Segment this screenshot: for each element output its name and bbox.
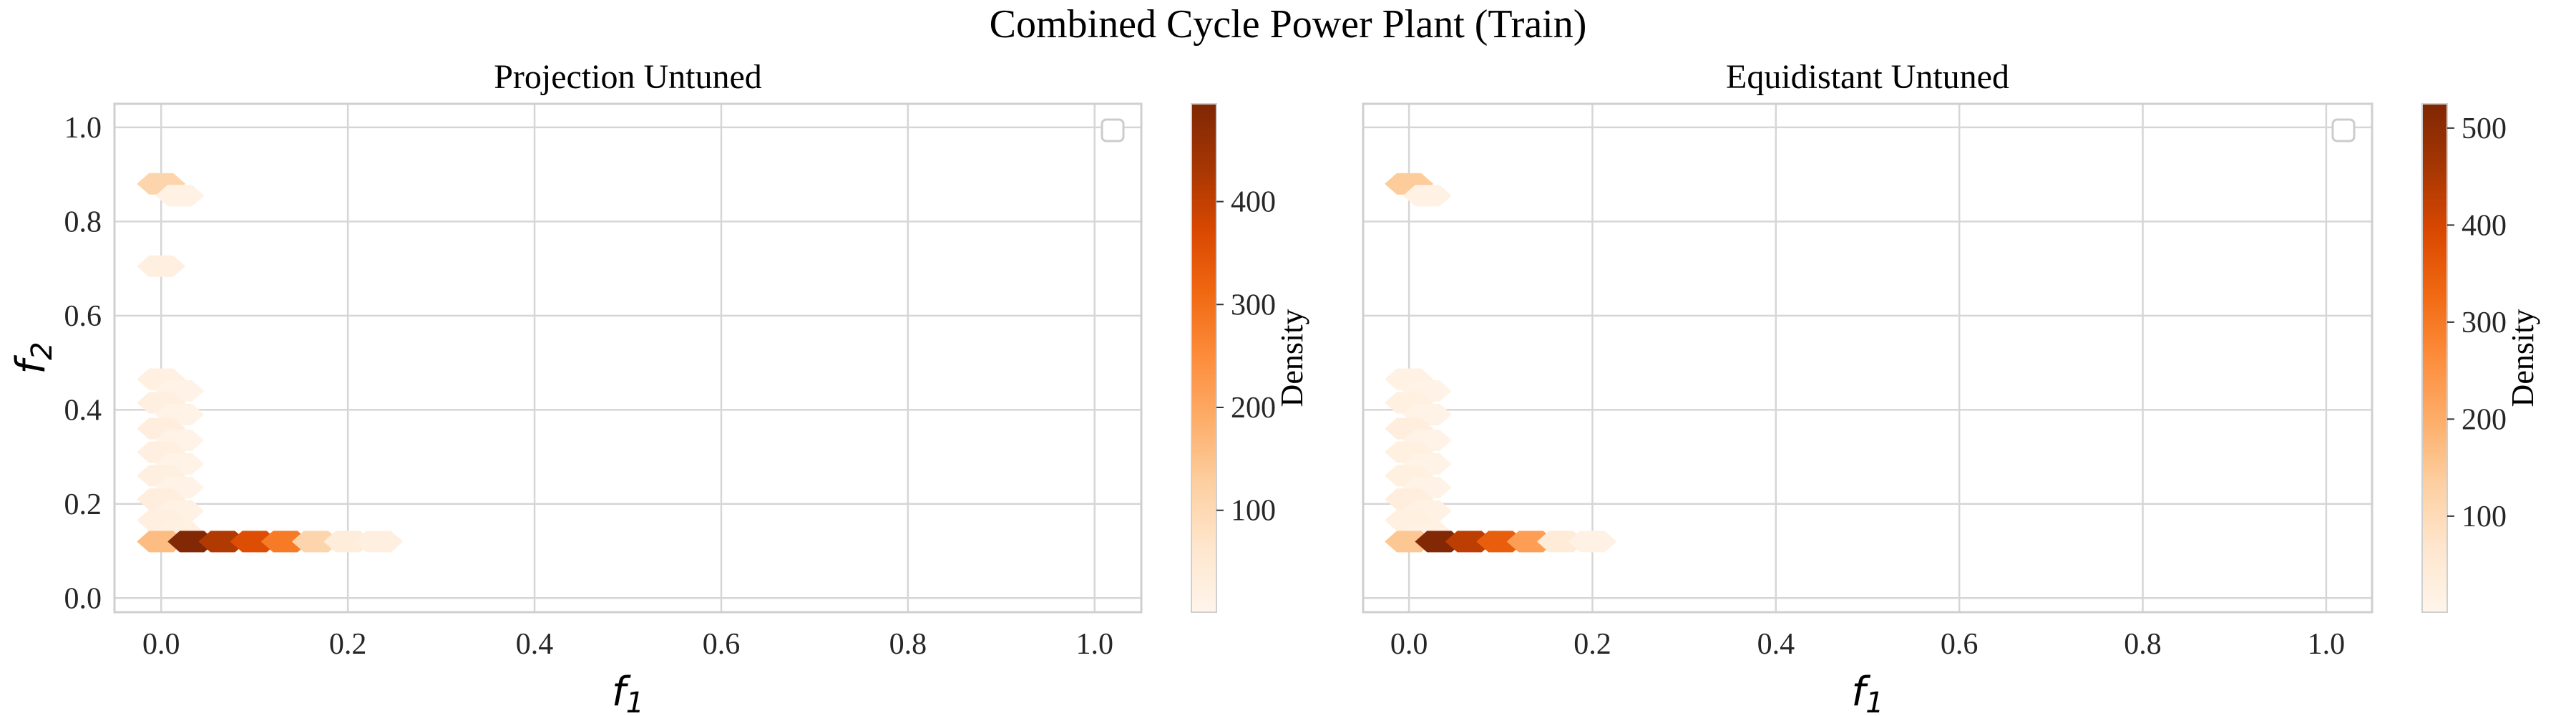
x-tick-label: 0.2 (1574, 628, 1611, 661)
hexbin-cell (354, 531, 404, 553)
y-axis-label: f2 (8, 342, 59, 374)
colorbar-tick-label: 300 (1231, 289, 1276, 321)
x-tick-label: 1.0 (2308, 628, 2346, 661)
colorbar-tick-label: 400 (2462, 209, 2507, 242)
hexbin-cell (1536, 531, 1586, 553)
axes-frame (113, 102, 1143, 614)
x-tick-label: 0.8 (2124, 628, 2162, 661)
hexbin-cell (291, 531, 341, 553)
y-tick-label: 0.0 (64, 582, 102, 615)
x-axis-label: f1 (612, 669, 644, 716)
panel-title: Equidistant Untuned (1726, 58, 2009, 96)
x-tick-label: 0.4 (1757, 628, 1795, 661)
panel-1: Projection Untuned 0.0 0.2 0.4 0.6 0.8 1.0 0.0 0… (8, 58, 1309, 716)
y-tick-label: 0.4 (64, 394, 102, 427)
colorbar (1191, 103, 1217, 613)
axes-frame (1362, 102, 2373, 614)
x-tick-label: 0.2 (329, 628, 367, 661)
x-axis-label: f1 (1851, 669, 1883, 716)
hexbin-cell (137, 255, 186, 277)
x-tick-label: 0.8 (889, 628, 927, 661)
y-tick-label: 0.2 (64, 488, 102, 521)
x-tick-label: 0.6 (1941, 628, 1979, 661)
legend-box (1101, 118, 1125, 142)
colorbar-label: Density (2505, 309, 2540, 407)
colorbar-tick-label: 100 (1231, 495, 1276, 528)
y-tick-label: 0.8 (64, 205, 102, 238)
hexbin-cell (230, 531, 279, 553)
hexbin-cell (1445, 531, 1494, 553)
colorbar-tick-label: 500 (2462, 112, 2507, 145)
colorbar (2421, 103, 2448, 613)
colorbar-tick-label: 200 (1231, 392, 1276, 425)
x-tick-label: 0.4 (516, 628, 554, 661)
x-tick-label: 0.6 (703, 628, 741, 661)
panel-title: Projection Untuned (494, 58, 762, 96)
y-tick-label: 0.6 (64, 300, 102, 333)
hexbin-cell (1568, 531, 1617, 553)
hexbin-cell (1402, 185, 1452, 207)
hexbin-cell (198, 531, 248, 553)
colorbar-tick-label: 400 (1231, 186, 1276, 219)
colorbar-label: Density (1274, 309, 1309, 407)
colorbar-tick-label: 300 (2462, 306, 2507, 339)
legend-box (2331, 118, 2356, 142)
x-tick-label: 1.0 (1076, 628, 1114, 661)
hexbin-cell (323, 531, 373, 553)
figure-title: Combined Cycle Power Plant (Train) (990, 2, 1587, 47)
x-tick-label: 0.0 (1390, 628, 1428, 661)
x-tick-label: 0.0 (142, 628, 180, 661)
y-tick-label: 1.0 (64, 112, 102, 145)
colorbar-tick-label: 100 (2462, 500, 2507, 533)
panels: Projection Untuned 0.0 0.2 0.4 0.6 0.8 1.0 0.0 0… (8, 58, 2540, 716)
hexbin-cell (167, 531, 217, 553)
hexbin-cell (137, 531, 186, 553)
hexbin-cell (155, 185, 205, 207)
hexbin-cell (260, 531, 310, 553)
colorbar-tick-label: 200 (2462, 403, 2507, 436)
panel-2: Equidistant Untuned 0.0 0.2 0.4 0.6 0.8 1.0 f1 1… (1362, 58, 2540, 716)
